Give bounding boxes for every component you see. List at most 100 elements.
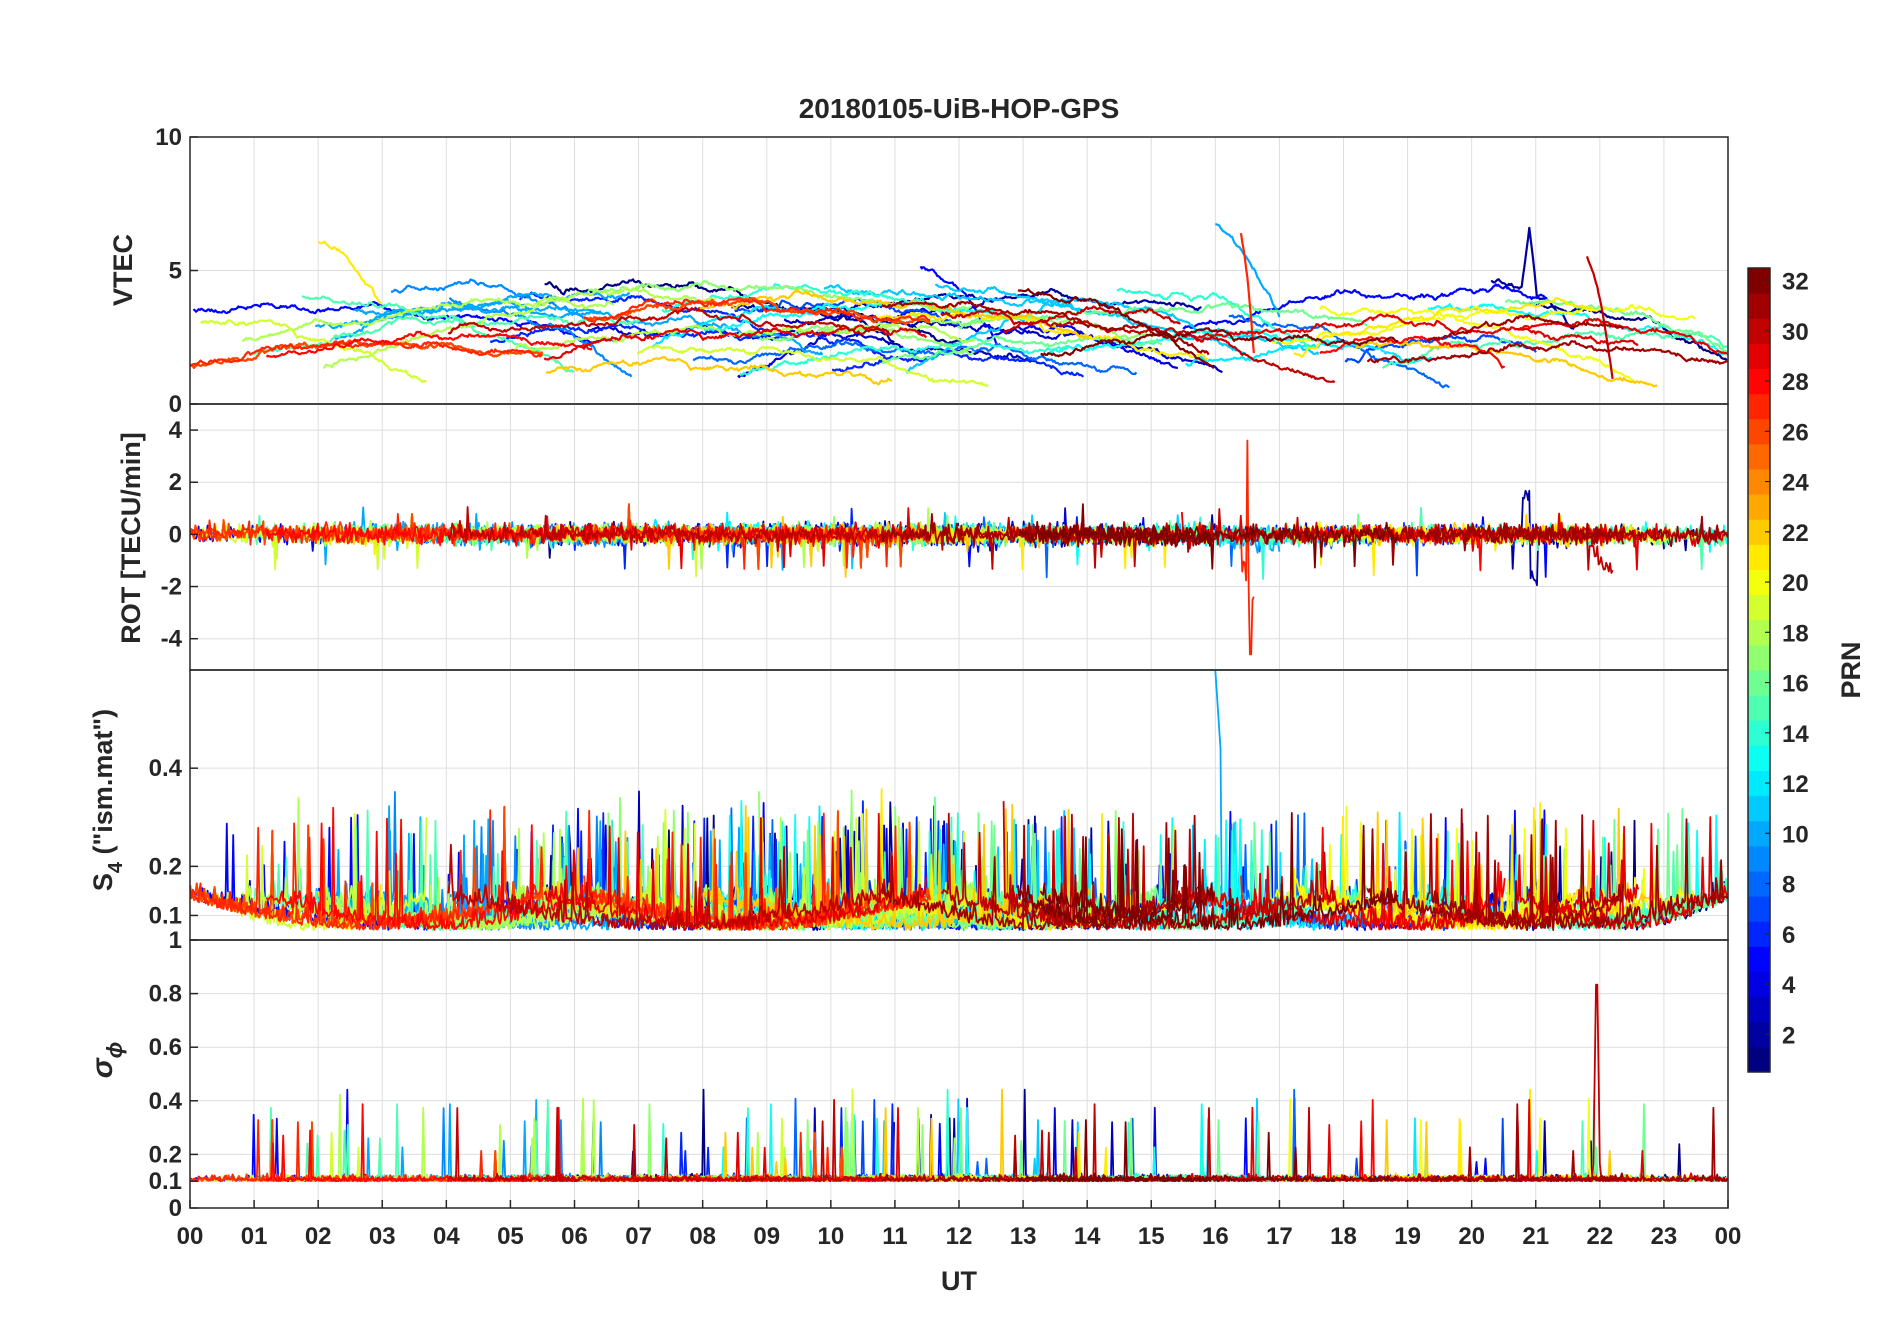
colorbar-swatch (1748, 1046, 1770, 1073)
colorbar-swatch (1748, 921, 1770, 947)
sigma-phi-trace-prn (636, 1088, 990, 1183)
x-ticks: 00 01 02 03 04 05 06 07 08 09 10 11 12 13 14 15 16 17 18 19… (177, 1200, 1742, 1250)
colorbar-tick-label: 2 (1782, 1022, 1795, 1049)
s4-ylabel-main: S (88, 873, 118, 891)
xtick-label: 13 (1010, 1223, 1037, 1250)
sigma-phi-trace-prn (1382, 1099, 1728, 1183)
rot-ytick-label: 0 (169, 521, 182, 548)
chart-title: 20180105-UiB-HOP-GPS (799, 93, 1120, 124)
sigma-phi-trace-prn (1017, 1119, 1215, 1183)
sigma-phi-trace-prn (587, 1103, 972, 1183)
sigma-phi-trace-prn (1182, 1097, 1548, 1183)
s4-ylabel-sub: 4 (105, 861, 127, 873)
xtick-label: 14 (1074, 1223, 1101, 1250)
colorbar-swatch (1748, 820, 1770, 847)
vtec-trace-prn (190, 339, 543, 367)
sigma-phi-ylabel: σϕ (86, 1042, 127, 1079)
xtick-label: 03 (369, 1223, 396, 1250)
s4-grid (189, 670, 1729, 940)
colorbar-swatch (1748, 318, 1770, 344)
colorbar-swatch (1748, 368, 1770, 395)
xtick-label: 06 (561, 1223, 588, 1250)
sigma-ytick-label: 0 (169, 1195, 182, 1222)
colorbar-tick-label: 4 (1782, 972, 1796, 999)
colorbar-swatch (1748, 293, 1770, 319)
colorbar-swatch (1748, 443, 1770, 470)
vtec-trace-prn (940, 309, 1336, 384)
vtec-trace-prn (1355, 340, 1658, 388)
x-axis-label: UT (941, 1266, 977, 1296)
vtec-trace-prn (1181, 313, 1639, 346)
vtec-ytick-label: 10 (155, 124, 182, 151)
xtick-label: 20 (1458, 1223, 1485, 1250)
colorbar-swatch (1748, 393, 1770, 420)
s4-trace-prn (1426, 808, 1625, 931)
xtick-label: 01 (241, 1223, 268, 1250)
rot-ytick-label: -4 (161, 626, 183, 653)
vtec-trace-prn (545, 356, 893, 386)
vtec-trace-prn (905, 302, 1080, 374)
colorbar-tick-label: 24 (1782, 470, 1809, 497)
sigma-phi-trace-prn (265, 1103, 593, 1183)
colorbar-swatch (1748, 1021, 1770, 1048)
sigma-ytick-label: 0.6 (149, 1034, 182, 1061)
vtec-trace-prn (265, 330, 593, 359)
vtec-trace-prn (241, 286, 717, 342)
xtick-label: 09 (753, 1223, 780, 1250)
colorbar-swatch (1748, 720, 1770, 746)
sigma-phi-trace-prn (1271, 1097, 1697, 1183)
xtick-label: 02 (305, 1223, 332, 1250)
vtec-ytick-label: 5 (169, 258, 182, 285)
sigma-ytick-label: 1 (169, 927, 182, 954)
colorbar-swatch (1748, 670, 1770, 696)
s4-ytick-label: 0.2 (149, 853, 182, 880)
xtick-label: 15 (1138, 1223, 1165, 1250)
colorbar-swatch (1748, 644, 1770, 671)
colorbar-label: PRN (1836, 641, 1866, 698)
colorbar-swatch (1748, 745, 1770, 771)
vtec-ytick-label: 0 (169, 391, 182, 418)
vtec-trace-prn (1319, 305, 1635, 382)
sigma-phi-ylabel-main: σ (86, 1057, 119, 1078)
s4-y-ticks: 0.1 0.2 0.4 (149, 755, 198, 929)
colorbar-tick-label: 16 (1782, 671, 1809, 698)
vtec-trace-prn (881, 334, 1163, 365)
vtec-trace-prn (543, 324, 928, 361)
vtec-trace-prn (1228, 314, 1450, 389)
vtec-trace-prn (934, 283, 1320, 356)
xtick-label: 00 (1715, 1223, 1742, 1250)
vtec-trace-prn (832, 349, 1085, 378)
rot-trace-prn (1017, 521, 1215, 548)
vtec-trace-prn (1426, 314, 1625, 342)
colorbar-swatch (1748, 418, 1770, 445)
vtec-trace-prn (692, 340, 1138, 376)
sigma-phi-trace-prn (1116, 1121, 1311, 1183)
vtec-grid (189, 137, 1729, 404)
xtick-label: 22 (1586, 1223, 1613, 1250)
vtec-trace-prn (1215, 223, 1281, 318)
vtec-trace-prn (1293, 296, 1594, 358)
colorbar-tick-label: 32 (1782, 269, 1809, 296)
colorbar-tick-label: 8 (1782, 872, 1795, 899)
vtec-trace-prn (986, 324, 1178, 369)
rot-ytick-label: 2 (169, 469, 182, 496)
sigma-phi-trace-prn (1426, 1150, 1625, 1183)
sigma-phi-trace-prn (1181, 1099, 1639, 1183)
vtec-trace-prn (636, 344, 989, 387)
xtick-label: 23 (1651, 1223, 1678, 1250)
xtick-label: 17 (1266, 1223, 1293, 1250)
sigma-phi-trace-prn (1355, 1119, 1658, 1183)
colorbar-tick-label: 10 (1782, 821, 1809, 848)
vtec-trace-prn (1239, 233, 1255, 354)
colorbar-tick-label: 6 (1782, 922, 1795, 949)
vtec-trace-prn (1040, 327, 1399, 358)
colorbar-swatch (1748, 996, 1770, 1023)
s4-trace-prn (1181, 819, 1640, 931)
colorbar-swatch (1748, 971, 1770, 998)
sigma-ytick-label: 0.4 (149, 1088, 183, 1115)
xtick-label: 00 (177, 1223, 204, 1250)
s4-ylabel-rest: ("ism.mat") (88, 709, 118, 862)
rot-y-ticks: -4 -2 0 2 4 (161, 417, 198, 653)
vtec-trace-prn (875, 311, 1209, 361)
